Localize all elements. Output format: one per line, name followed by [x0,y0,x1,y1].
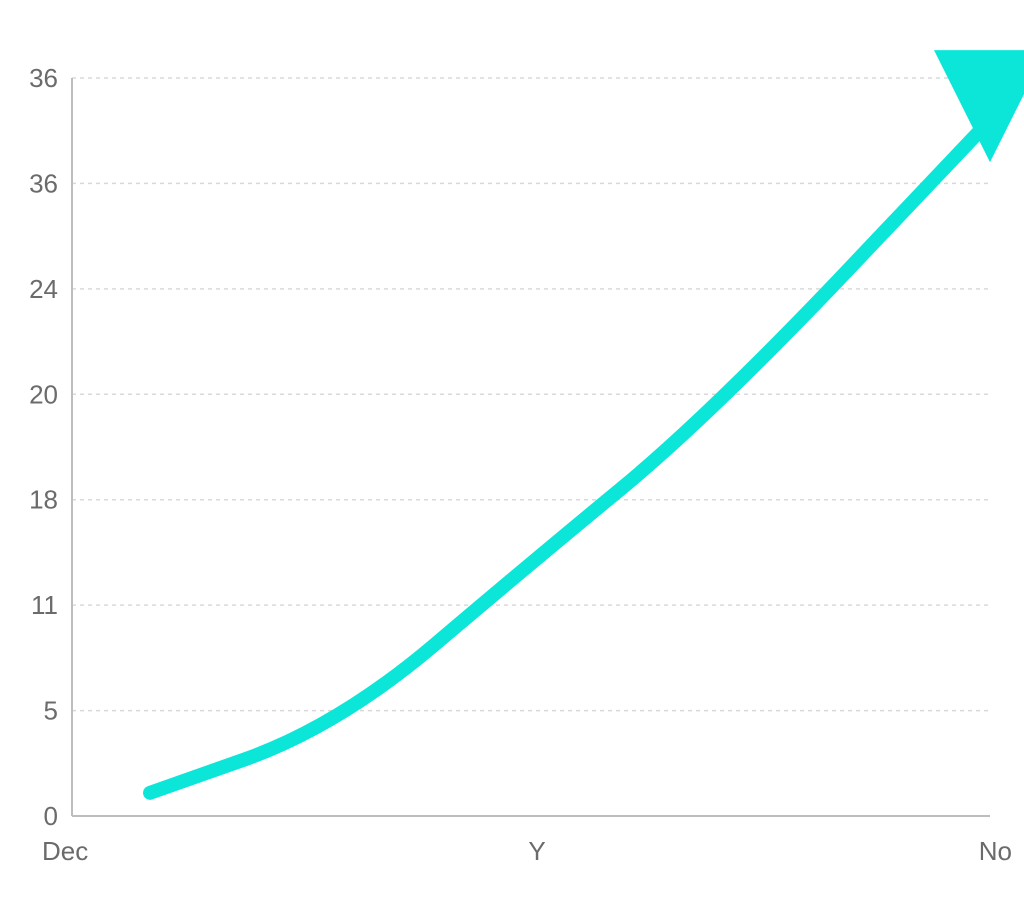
y-tick-label: 0 [44,801,58,831]
y-tick-label: 24 [29,274,58,304]
y-tick-label: 11 [31,590,58,620]
series [143,89,1019,800]
x-tick-label: Dec [42,836,88,866]
x-tick-labels: Dec Y No [42,836,1012,866]
y-tick-label: 18 [29,485,58,515]
y-tick-labels: 0 5 11 18 20 24 36 36 [29,63,58,831]
y-tick-label: 36 [29,63,58,93]
y-tick-label: 36 [29,168,58,198]
axes [71,78,990,817]
x-tick-label: Y [528,836,545,866]
grid-lines [72,77,990,712]
x-tick-label: No [979,836,1012,866]
series-line [143,89,1019,800]
y-tick-label: 5 [44,696,58,726]
y-tick-label: 20 [29,379,58,409]
